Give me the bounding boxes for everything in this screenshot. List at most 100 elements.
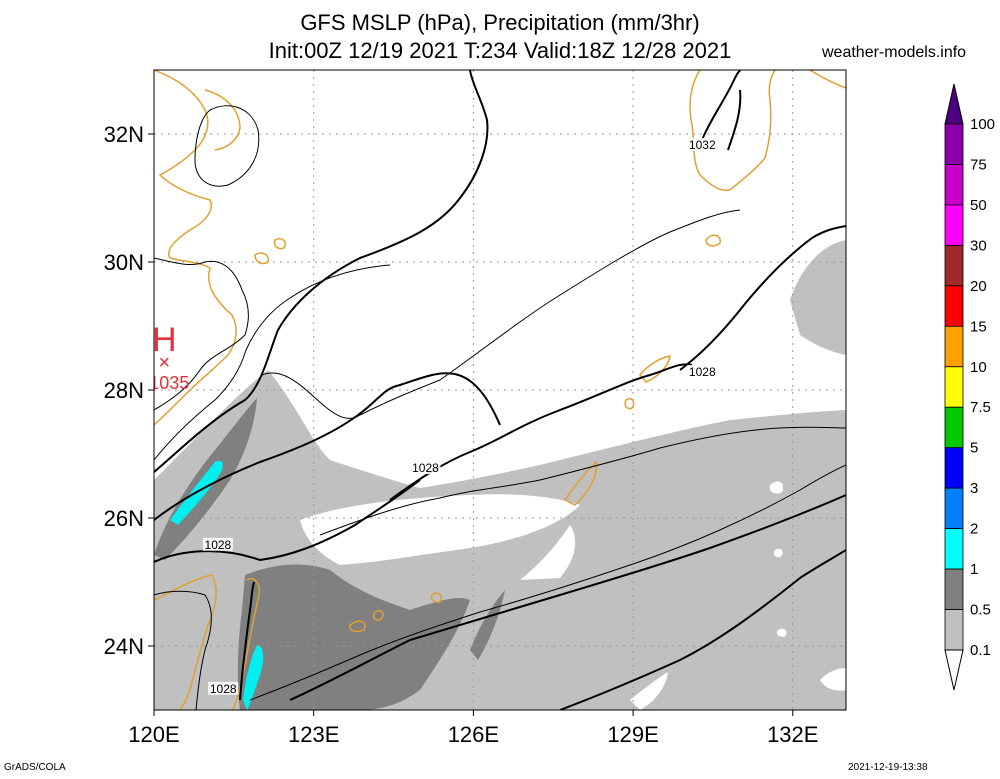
- colorbar-swatch: [944, 123, 964, 165]
- colorbar-swatch: [944, 487, 964, 530]
- isobar-label: 1028: [412, 461, 439, 475]
- colorbar-label: 2: [970, 521, 978, 538]
- coast-yangtze: [204, 89, 241, 151]
- isobars: [154, 70, 846, 710]
- coast-japan-east: [809, 70, 846, 89]
- coast-ryukyu-2: [639, 355, 671, 383]
- colorbar-swatch: [944, 285, 964, 327]
- colorbar-swatch: [944, 164, 964, 206]
- colorbar-swatch: [944, 528, 964, 570]
- lat-tick-label: 26N: [104, 506, 144, 531]
- isobar-thick-1028-b: [154, 479, 421, 563]
- precip-gaps: [300, 481, 846, 710]
- colorbar-swatch: [944, 244, 964, 287]
- colorbar-label: 0.1: [970, 642, 991, 659]
- coast-china: [154, 70, 237, 426]
- colorbar-swatch: [944, 204, 964, 246]
- precip-gap-5: [773, 548, 783, 558]
- colorbar-label: 15: [970, 318, 987, 335]
- footer-timestamp: 2021-12-19-13:38: [848, 762, 928, 773]
- isobar-thick-east: [679, 225, 846, 371]
- isobar-thin-5: [154, 590, 212, 710]
- lat-tick-label: 32N: [104, 122, 144, 147]
- map-axes: 32N 30N 28N 26N 24N 120E 123E 126E 129E 132E: [104, 122, 819, 747]
- isobar-label: 1028: [210, 682, 237, 696]
- precip-gap-2: [520, 525, 576, 580]
- colorbar-swatch: [944, 609, 964, 651]
- precip-colorbar: 100 75 50 30 20 15 10 7.5 5 3 2 1 0.5 0.1: [944, 83, 995, 691]
- colorbar-label: 75: [970, 156, 987, 173]
- lon-tick-label: 126E: [448, 722, 499, 747]
- isobar-label: 1028: [205, 538, 232, 552]
- coast-islet-2: [430, 592, 443, 603]
- isobar-thin-4: [319, 426, 846, 536]
- colorbar-label: 5: [970, 440, 978, 457]
- precip-band-mid-south: [237, 564, 470, 710]
- isobar-thick-1: [154, 70, 489, 473]
- isobar-label-bg: [410, 461, 441, 474]
- lon-tick-label: 123E: [288, 722, 339, 747]
- high-pressure-value: 1035: [149, 373, 189, 393]
- isobar-label-bg: [202, 537, 233, 551]
- colorbar-swatch: [944, 325, 964, 368]
- colorbar-label: 1: [970, 561, 978, 578]
- isobar-thin-6: [249, 464, 846, 701]
- colorbar-label: 10: [970, 359, 987, 376]
- map-area: 1032 1028 1028 1028 1028 H×1035: [149, 70, 846, 710]
- isobar-label: 1028: [689, 365, 716, 379]
- coast-ryukyu-4: [624, 397, 635, 410]
- lon-tick-label: 129E: [607, 722, 658, 747]
- isobar-thin-1: [154, 257, 249, 411]
- lat-tick-label: 24N: [104, 634, 144, 659]
- lat-tick-label: 30N: [104, 250, 144, 275]
- coast-ryukyu-1: [705, 234, 721, 247]
- coast-islet-1: [348, 610, 384, 633]
- chart-title: GFS MSLP (hPa), Precipitation (mm/3hr): [300, 10, 700, 35]
- colorbar-label: 30: [970, 237, 987, 254]
- colorbar-swatch: [944, 568, 964, 610]
- isobar-thick-south-1: [289, 494, 846, 701]
- precip-gap-1: [300, 494, 580, 565]
- colorbar-label: 50: [970, 197, 987, 214]
- isobar-thick-1028-a: [154, 363, 693, 521]
- map-annotations: 1032 1028 1028 1028 1028 H×1035: [149, 137, 718, 696]
- precip-gap-4: [769, 481, 784, 494]
- chart-subtitle: Init:00Z 12/19 2021 T:234 Valid:18Z 12/2…: [268, 38, 732, 63]
- colorbar-label: 3: [970, 480, 978, 497]
- coast-taiwan: [231, 578, 260, 710]
- site-credit: weather-models.info: [822, 44, 967, 61]
- coast-islands-a: [254, 237, 287, 265]
- precip-gap-3: [630, 672, 668, 710]
- isobar-thick-taiwan: [239, 581, 255, 701]
- isobar-label-bg: [208, 681, 239, 695]
- isobar-thin-3: [261, 209, 741, 419]
- coastlines: [154, 70, 846, 710]
- high-pressure-marker: ×: [158, 352, 170, 374]
- isobar-label-bg: [687, 365, 718, 378]
- lon-tick-label: 132E: [767, 722, 818, 747]
- isobar-label: 1032: [689, 138, 716, 152]
- isobar-label-bg: [687, 137, 718, 151]
- coast-ryukyu-3: [563, 460, 597, 506]
- precip-gap-6: [776, 628, 787, 637]
- precip-gap-7: [820, 668, 846, 691]
- colorbar-label: 7.5: [970, 399, 991, 416]
- isobar-thin-2: [154, 264, 391, 461]
- colorbar-swatch: [944, 447, 964, 489]
- lat-tick-label: 28N: [104, 378, 144, 403]
- coast-fujian: [154, 574, 217, 710]
- isobar-thin-closed: [194, 105, 260, 187]
- coast-kyushu: [689, 70, 776, 192]
- colorbar-swatch: [944, 406, 964, 449]
- high-pressure-symbol: H: [152, 321, 177, 359]
- isobar-thick-south-2: [559, 549, 846, 710]
- isobar-thick-1032: [701, 70, 742, 151]
- colorbar-label: 0.5: [970, 602, 991, 619]
- colorbar-cap-top: [944, 83, 964, 125]
- colorbar-swatch: [944, 366, 964, 408]
- colorbar-label: 20: [970, 278, 987, 295]
- colorbar-label: 100: [970, 116, 995, 133]
- precip-patch-light-east: [790, 240, 846, 355]
- precip-streak-heavy-south: [243, 645, 264, 710]
